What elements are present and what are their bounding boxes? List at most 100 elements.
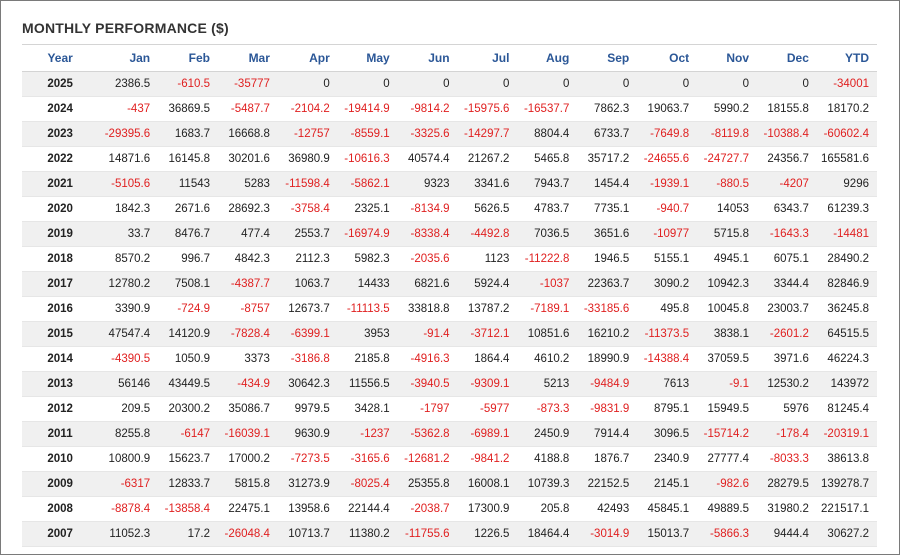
ytd-cell: 81245.4	[816, 396, 877, 422]
month-value-cell: -6399.1	[277, 321, 338, 347]
table-row: 2019 33.7 8476.7 477.4 2553.7 -16974.9 -8338.4…	[22, 221, 877, 247]
month-value-cell: 7862.3	[577, 96, 638, 122]
month-value-cell: -5105.6	[98, 171, 159, 197]
month-value-cell: 49889.5	[697, 496, 758, 522]
month-value-cell: 0	[397, 71, 458, 97]
month-value-cell: -434.9	[218, 371, 278, 397]
month-value-cell: 35717.2	[577, 146, 638, 172]
month-value-cell: -8878.4	[98, 496, 159, 522]
table-header-row: Year Jan Feb Mar Apr May Jun Jul Aug Sep Oct Nov Dec…	[22, 44, 877, 72]
month-value-cell: 7613	[637, 371, 698, 397]
month-value-cell: 22363.7	[577, 271, 638, 297]
month-value-cell: 14053	[697, 196, 758, 222]
month-value-cell: -9.1	[697, 371, 758, 397]
ytd-cell: 36245.8	[816, 296, 877, 322]
month-value-cell: 4842.3	[218, 246, 278, 272]
year-cell: 2012	[22, 396, 99, 422]
month-value-cell: 8255.8	[98, 421, 159, 447]
ytd-cell: 46224.3	[816, 346, 877, 372]
month-value-cell: -1939.1	[637, 171, 698, 197]
month-value-cell: 13787.2	[457, 296, 518, 322]
month-value-cell: 0	[457, 71, 518, 97]
month-value-cell: 5155.1	[637, 246, 698, 272]
month-value-cell: 0	[697, 71, 758, 97]
month-value-cell: -724.9	[158, 296, 219, 322]
year-cell: 2025	[22, 71, 99, 97]
month-value-cell: 2386.5	[98, 71, 159, 97]
table-row: 2020 1842.3 2671.6 28692.3 -3758.4 2325.1 -813…	[22, 196, 877, 222]
ytd-cell: 143972	[816, 371, 877, 397]
column-header-sep: Sep	[577, 44, 638, 72]
column-header-mar: Mar	[218, 44, 278, 72]
ytd-cell: 82846.9	[816, 271, 877, 297]
month-value-cell: 477.4	[218, 221, 278, 247]
month-value-cell: 18464.4	[517, 521, 578, 547]
month-value-cell: 5976	[757, 396, 817, 422]
month-value-cell: 8476.7	[158, 221, 219, 247]
column-header-feb: Feb	[158, 44, 219, 72]
month-value-cell: 37059.5	[697, 346, 758, 372]
month-value-cell: 36980.9	[277, 146, 338, 172]
month-value-cell: 7735.1	[577, 196, 638, 222]
panel-title: MONTHLY PERFORMANCE ($)	[22, 20, 229, 36]
month-value-cell: 1683.7	[158, 121, 219, 147]
ytd-cell: -34001	[816, 71, 877, 97]
month-value-cell: 205.8	[517, 496, 578, 522]
month-value-cell: 1063.7	[277, 271, 338, 297]
month-value-cell: 11543	[158, 171, 219, 197]
month-value-cell: 1946.5	[577, 246, 638, 272]
month-value-cell: -880.5	[697, 171, 758, 197]
month-value-cell: -4387.7	[218, 271, 278, 297]
month-value-cell: 6821.6	[397, 271, 458, 297]
month-value-cell: -11373.5	[637, 321, 698, 347]
month-value-cell: 10739.3	[517, 471, 578, 497]
month-value-cell: -10616.3	[337, 146, 398, 172]
table-row: 2016 3390.9 -724.9 -8757 12673.7 -11113.5 3381…	[22, 296, 877, 322]
month-value-cell: -2601.2	[757, 321, 817, 347]
month-value-cell: -3186.8	[277, 346, 338, 372]
month-value-cell: 19063.7	[637, 96, 698, 122]
ytd-cell: 18170.2	[816, 96, 877, 122]
month-value-cell: -2104.2	[277, 96, 338, 122]
month-value-cell: -940.7	[637, 196, 698, 222]
month-value-cell: 5924.4	[457, 271, 518, 297]
month-value-cell: 21267.2	[457, 146, 518, 172]
month-value-cell: -7189.1	[517, 296, 578, 322]
year-cell: 2022	[22, 146, 99, 172]
month-value-cell: 28692.3	[218, 196, 278, 222]
table-row: 2017 12780.2 7508.1 -4387.7 1063.7 14433 6821.…	[22, 271, 877, 297]
column-header-jun: Jun	[397, 44, 458, 72]
month-value-cell: 8795.1	[637, 396, 698, 422]
month-value-cell: 40574.4	[397, 146, 458, 172]
ytd-cell: 165581.6	[816, 146, 877, 172]
month-value-cell: 45845.1	[637, 496, 698, 522]
table-row: 2008 -8878.4 -13858.4 22475.1 13958.6 22144.4…	[22, 496, 877, 522]
month-value-cell: -3325.6	[397, 121, 458, 147]
month-value-cell: -10977	[637, 221, 698, 247]
month-value-cell: 35086.7	[218, 396, 278, 422]
month-value-cell: 12833.7	[158, 471, 219, 497]
table-row: 2007 11052.3 17.2 -26048.4 10713.7 11380.2 -11…	[22, 521, 877, 547]
column-header-dec: Dec	[757, 44, 817, 72]
month-value-cell: -16039.1	[218, 421, 278, 447]
month-value-cell: 16008.1	[457, 471, 518, 497]
month-value-cell: 33.7	[98, 221, 159, 247]
month-value-cell: -12757	[277, 121, 338, 147]
month-value-cell: -1797	[397, 396, 458, 422]
month-value-cell: -610.5	[158, 71, 219, 97]
month-value-cell: 5982.3	[337, 246, 398, 272]
month-value-cell: 209.5	[98, 396, 159, 422]
month-value-cell: 22144.4	[337, 496, 398, 522]
month-value-cell: -11222.8	[517, 246, 578, 272]
month-value-cell: 25355.8	[397, 471, 458, 497]
month-value-cell: 0	[757, 71, 817, 97]
month-value-cell: -8338.4	[397, 221, 458, 247]
month-value-cell: -13858.4	[158, 496, 219, 522]
month-value-cell: 8804.4	[517, 121, 578, 147]
month-value-cell: -3758.4	[277, 196, 338, 222]
month-value-cell: 18990.9	[577, 346, 638, 372]
table-row: 2010 10800.9 15623.7 17000.2 -7273.5 -3165.6-…	[22, 446, 877, 472]
month-value-cell: -8134.9	[397, 196, 458, 222]
table-row: 2025 2386.5 -610.5 -35777 0 0 0 0 0 0 0 0 0 -34001	[22, 71, 877, 97]
